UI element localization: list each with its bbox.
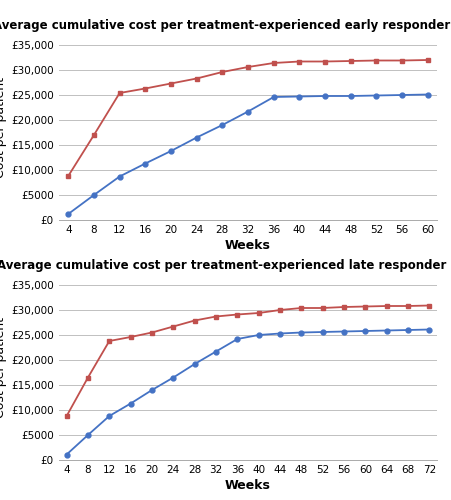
Telaprevir + SOC: [170, 324, 176, 330]
Boceprevir + SOC: [64, 452, 69, 458]
Boceprevir + SOC: [348, 93, 354, 99]
Boceprevir + SOC: [143, 160, 148, 166]
Telaprevir + SOC: [213, 314, 219, 320]
Telaprevir + SOC: [363, 304, 368, 310]
Y-axis label: Cost per patient: Cost per patient: [0, 317, 7, 418]
Y-axis label: Cost per patient: Cost per patient: [0, 77, 7, 178]
Boceprevir + SOC: [405, 327, 411, 333]
Boceprevir + SOC: [320, 329, 326, 335]
Boceprevir + SOC: [213, 348, 219, 354]
Telaprevir + SOC: [341, 304, 347, 310]
Telaprevir + SOC: [277, 307, 283, 313]
Telaprevir + SOC: [245, 64, 251, 70]
Telaprevir + SOC: [256, 310, 262, 316]
Telaprevir + SOC: [374, 58, 379, 64]
Telaprevir + SOC: [348, 58, 354, 64]
Boceprevir + SOC: [170, 374, 176, 380]
Boceprevir + SOC: [220, 122, 225, 128]
Boceprevir + SOC: [149, 387, 155, 393]
Telaprevir + SOC: [64, 413, 69, 419]
Boceprevir + SOC: [400, 92, 405, 98]
Boceprevir + SOC: [245, 108, 251, 114]
Telaprevir + SOC: [400, 58, 405, 64]
Telaprevir + SOC: [271, 60, 276, 66]
Telaprevir + SOC: [405, 303, 411, 309]
Boceprevir + SOC: [192, 361, 198, 367]
Telaprevir + SOC: [117, 90, 122, 96]
Telaprevir + SOC: [194, 76, 199, 82]
Telaprevir + SOC: [425, 57, 431, 63]
Boceprevir + SOC: [363, 328, 368, 334]
Title: Average cumulative cost per treatment-experienced early responder patient: Average cumulative cost per treatment-ex…: [0, 20, 451, 32]
Telaprevir + SOC: [65, 173, 71, 179]
Boceprevir + SOC: [235, 336, 240, 342]
Telaprevir + SOC: [168, 80, 174, 86]
Telaprevir + SOC: [427, 302, 432, 308]
Telaprevir + SOC: [128, 334, 133, 340]
Telaprevir + SOC: [106, 338, 112, 344]
Telaprevir + SOC: [85, 374, 91, 380]
Telaprevir + SOC: [143, 86, 148, 91]
Telaprevir + SOC: [91, 132, 97, 138]
Boceprevir + SOC: [374, 92, 379, 98]
Boceprevir + SOC: [299, 330, 304, 336]
Boceprevir + SOC: [91, 192, 97, 198]
Line: Boceprevir + SOC: Boceprevir + SOC: [64, 327, 432, 457]
Boceprevir + SOC: [117, 174, 122, 180]
Boceprevir + SOC: [271, 94, 276, 100]
Boceprevir + SOC: [425, 92, 431, 98]
Boceprevir + SOC: [168, 148, 174, 154]
Line: Boceprevir + SOC: Boceprevir + SOC: [66, 92, 430, 216]
Boceprevir + SOC: [256, 332, 262, 338]
Boceprevir + SOC: [297, 94, 302, 100]
Boceprevir + SOC: [194, 134, 199, 140]
Boceprevir + SOC: [384, 328, 390, 334]
Title: Average cumulative cost per treatment-experienced late responder patient: Average cumulative cost per treatment-ex…: [0, 260, 451, 272]
Telaprevir + SOC: [297, 58, 302, 64]
Boceprevir + SOC: [427, 326, 432, 332]
Line: Telaprevir + SOC: Telaprevir + SOC: [66, 58, 430, 178]
Telaprevir + SOC: [320, 305, 326, 311]
Boceprevir + SOC: [128, 400, 133, 406]
Telaprevir + SOC: [322, 58, 328, 64]
Telaprevir + SOC: [192, 318, 198, 324]
Line: Telaprevir + SOC: Telaprevir + SOC: [64, 303, 432, 418]
Telaprevir + SOC: [149, 330, 155, 336]
X-axis label: Weeks: Weeks: [225, 239, 271, 252]
Telaprevir + SOC: [299, 305, 304, 311]
Telaprevir + SOC: [384, 303, 390, 309]
Boceprevir + SOC: [322, 93, 328, 99]
X-axis label: Weeks: Weeks: [225, 479, 271, 492]
Boceprevir + SOC: [106, 413, 112, 419]
Telaprevir + SOC: [235, 312, 240, 318]
Boceprevir + SOC: [85, 432, 91, 438]
Boceprevir + SOC: [341, 328, 347, 334]
Boceprevir + SOC: [277, 330, 283, 336]
Boceprevir + SOC: [65, 211, 71, 217]
Telaprevir + SOC: [220, 69, 225, 75]
Legend: Boceprevir + SOC, Telaprevir + SOC: Boceprevir + SOC, Telaprevir + SOC: [105, 274, 391, 292]
